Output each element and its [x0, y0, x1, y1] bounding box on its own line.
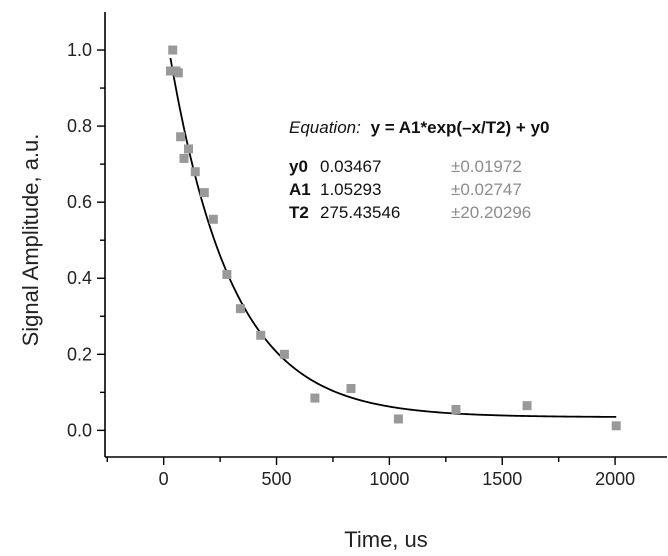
x-tick-label: 2000: [595, 469, 635, 489]
data-point: [310, 393, 320, 403]
data-point: [168, 45, 178, 55]
data-point: [199, 188, 209, 198]
x-axis-title: Time, us: [344, 527, 428, 552]
data-point: [190, 167, 200, 177]
equation-formula: y = A1*exp(–x/T2) + y0: [371, 118, 550, 137]
x-tick-label: 500: [262, 469, 292, 489]
fit-curve-group: [169, 57, 617, 418]
param-name: y0: [289, 157, 308, 176]
data-point: [522, 401, 532, 411]
y-tick-label: 1.0: [67, 40, 92, 60]
data-point: [176, 132, 186, 142]
data-points: [165, 45, 621, 431]
fit-equation: Equation: y = A1*exp(–x/T2) + y0: [289, 118, 550, 137]
data-point: [256, 330, 266, 340]
param-error: ±0.01972: [451, 157, 522, 176]
y-tick-label: 0.4: [67, 268, 92, 288]
x-tick-label: 1500: [482, 469, 522, 489]
data-point: [279, 349, 289, 359]
data-point: [165, 66, 175, 76]
param-value: 275.43546: [320, 203, 400, 222]
data-point: [235, 304, 245, 314]
param-name: T2: [289, 203, 309, 222]
param-error: ±0.02747: [451, 180, 522, 199]
axes: [104, 12, 667, 458]
y-tick-label: 0.0: [67, 420, 92, 440]
param-name: A1: [289, 180, 311, 199]
y-tick-label: 0.6: [67, 192, 92, 212]
y-axis-title: Signal Amplitude, a.u.: [18, 134, 43, 347]
y-ticks: 0.0 0.2 0.4 0.6 0.8 1.0: [67, 40, 105, 440]
x-tick-label: 0: [159, 469, 169, 489]
x-tick-label: 1000: [369, 469, 409, 489]
fit-parameters: y0 0.03467 ±0.01972 A1 1.05293 ±0.02747 T2 275.…: [289, 157, 531, 222]
data-point: [393, 414, 403, 424]
param-error: ±20.20296: [451, 203, 531, 222]
param-value: 1.05293: [320, 180, 381, 199]
data-point: [222, 269, 232, 279]
param-value: 0.03467: [320, 157, 381, 176]
data-point: [184, 144, 194, 154]
data-point: [173, 68, 183, 78]
y-tick-label: 0.2: [67, 344, 92, 364]
data-point: [611, 421, 621, 431]
y-tick-label: 0.8: [67, 116, 92, 136]
data-point: [451, 404, 461, 414]
x-ticks: 0 500 1000 1500 2000: [106, 457, 635, 489]
equation-label: Equation:: [289, 118, 361, 137]
data-point: [346, 384, 356, 394]
fit-curve: [169, 57, 617, 418]
data-point: [179, 153, 189, 163]
data-point: [208, 214, 218, 224]
